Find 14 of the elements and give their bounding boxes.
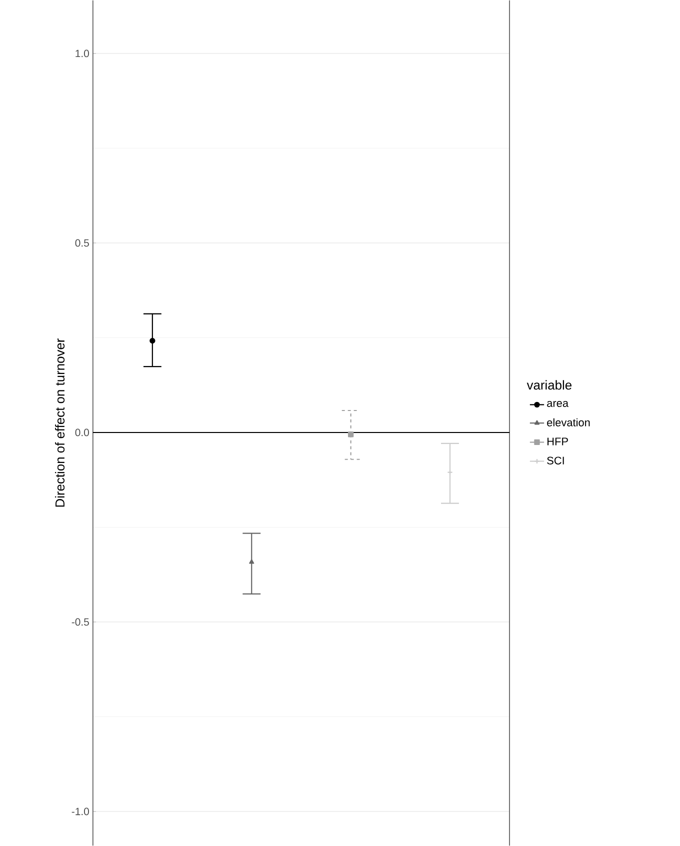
legend-label: elevation — [546, 418, 590, 426]
legend-title: variable — [526, 380, 572, 390]
legend-label: area — [546, 401, 568, 407]
point — [348, 432, 354, 438]
legend-label: SCI — [546, 456, 564, 464]
y-tick-label: -0.5 — [72, 618, 89, 626]
point — [149, 338, 156, 344]
legend-label: HFP — [547, 438, 568, 446]
y-tick-label: 0.5 — [75, 239, 89, 247]
y-tick-label: 1.0 — [75, 50, 89, 58]
y-tick-label: -1.0 — [72, 808, 89, 816]
y-tick-label: 0.0 — [75, 428, 89, 436]
point — [248, 559, 254, 564]
y-axis-title: Direction of effect on turnover — [54, 338, 64, 507]
